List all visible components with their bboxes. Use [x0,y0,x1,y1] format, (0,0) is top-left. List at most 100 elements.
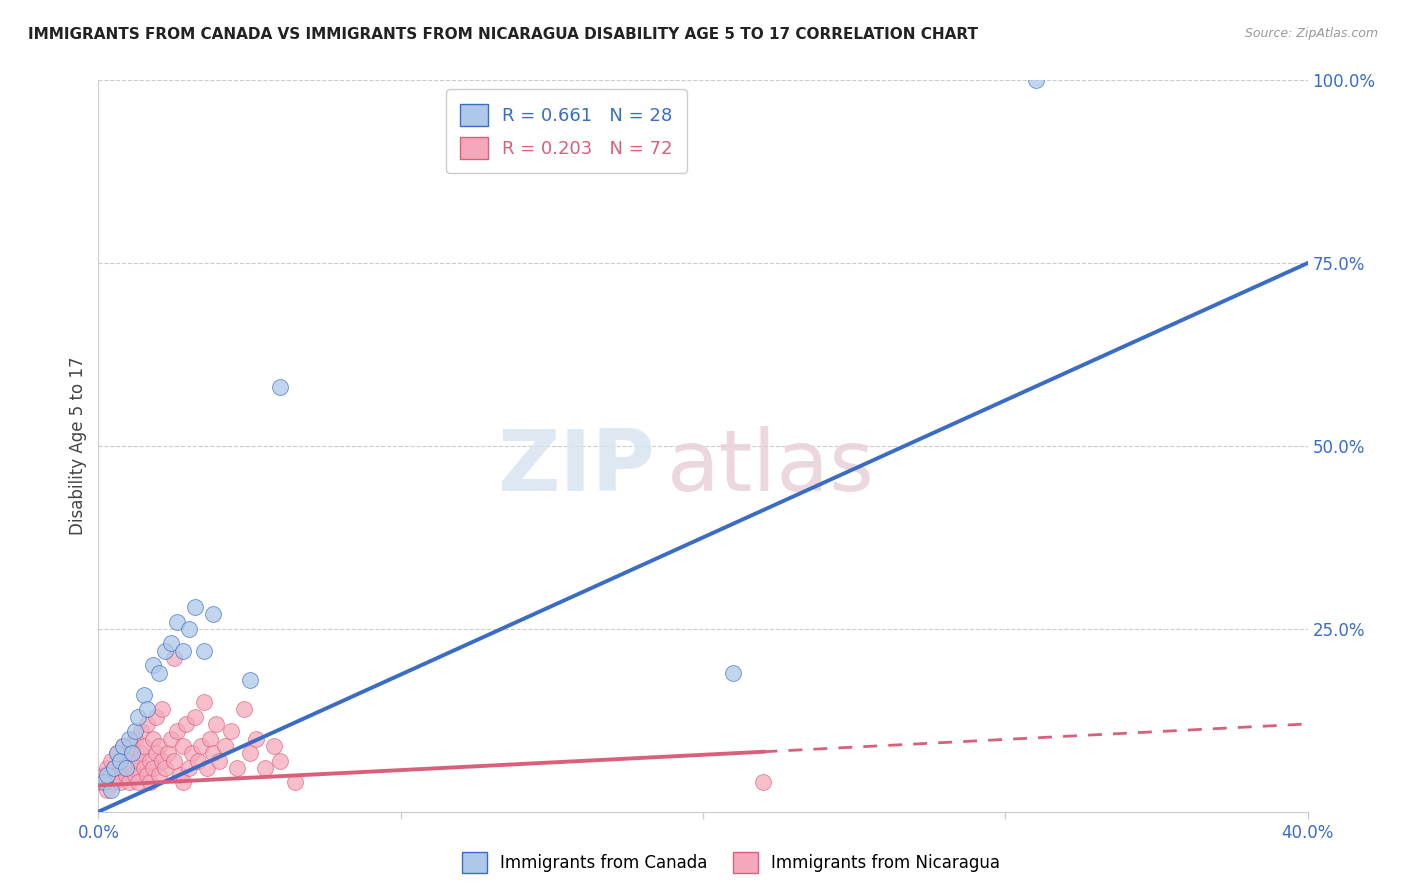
Point [145,709,167,723]
Point [96,768,118,782]
Text: ZIP: ZIP [496,426,655,509]
Point [160,636,183,650]
Point [135,702,157,716]
Point [96,782,118,797]
Point [135,768,157,782]
Point [214,739,236,753]
Point [253,761,276,775]
Point [190,739,212,753]
Point [269,754,291,768]
Point [187,754,209,768]
Point [118,775,141,789]
Point [148,739,170,753]
Text: atlas: atlas [666,426,875,509]
Point [226,761,249,775]
Point [127,775,149,789]
Point [150,754,173,768]
Point [114,768,136,782]
Point [105,746,128,760]
Point [200,731,222,746]
Point [90,775,112,789]
Point [221,724,243,739]
Point [121,761,143,775]
Point [100,754,122,768]
Point [195,761,218,775]
Point [142,731,165,746]
Point [96,761,118,775]
Point [124,731,146,746]
Point [111,761,134,775]
Point [132,761,155,775]
Point [179,761,201,775]
Legend: R = 0.661   N = 28, R = 0.203   N = 72: R = 0.661 N = 28, R = 0.203 N = 72 [446,89,688,173]
Point [163,651,186,665]
Point [208,754,231,768]
Text: IMMIGRANTS FROM CANADA VS IMMIGRANTS FROM NICARAGUA DISABILITY AGE 5 TO 17 CORRE: IMMIGRANTS FROM CANADA VS IMMIGRANTS FRO… [28,27,979,42]
Point [172,644,194,658]
Point [181,746,204,760]
Point [129,724,152,739]
Point [172,739,194,753]
Point [135,717,157,731]
Point [93,775,115,789]
Point [111,739,134,753]
Point [232,702,254,716]
Point [150,702,173,716]
Point [263,739,285,753]
Point [103,761,125,775]
Point [163,754,186,768]
Point [118,746,141,760]
Point [174,717,197,731]
Point [166,615,188,629]
Point [142,761,165,775]
Point [169,768,191,782]
Point [105,768,128,782]
Point [239,673,262,687]
Point [121,746,143,760]
Point [124,768,146,782]
Point [269,380,291,394]
Point [129,746,152,760]
Point [166,724,188,739]
Point [184,709,207,723]
Point [148,768,170,782]
Point [205,717,228,731]
Point [153,761,176,775]
Point [108,775,131,789]
Point [108,754,131,768]
Point [156,746,179,760]
Point [127,754,149,768]
Point [193,695,215,709]
Point [93,768,115,782]
Point [153,644,176,658]
Point [132,688,155,702]
Text: Source: ZipAtlas.com: Source: ZipAtlas.com [1244,27,1378,40]
Point [100,768,122,782]
Point [111,739,134,753]
Point [100,782,122,797]
Point [127,709,149,723]
Point [103,761,125,775]
Point [105,746,128,760]
Point [184,599,207,614]
Point [142,658,165,673]
Point [723,665,745,680]
Point [202,746,225,760]
Point [284,775,307,789]
Point [172,775,194,789]
Point [145,746,167,760]
Point [752,775,775,789]
Point [139,754,162,768]
Point [148,665,170,680]
Point [245,731,267,746]
Y-axis label: Disability Age 5 to 17: Disability Age 5 to 17 [69,357,87,535]
Point [114,754,136,768]
Point [202,607,225,622]
Point [124,724,146,739]
Point [1024,73,1046,87]
Point [239,746,262,760]
Point [114,761,136,775]
Point [193,644,215,658]
Point [108,754,131,768]
Point [179,622,201,636]
